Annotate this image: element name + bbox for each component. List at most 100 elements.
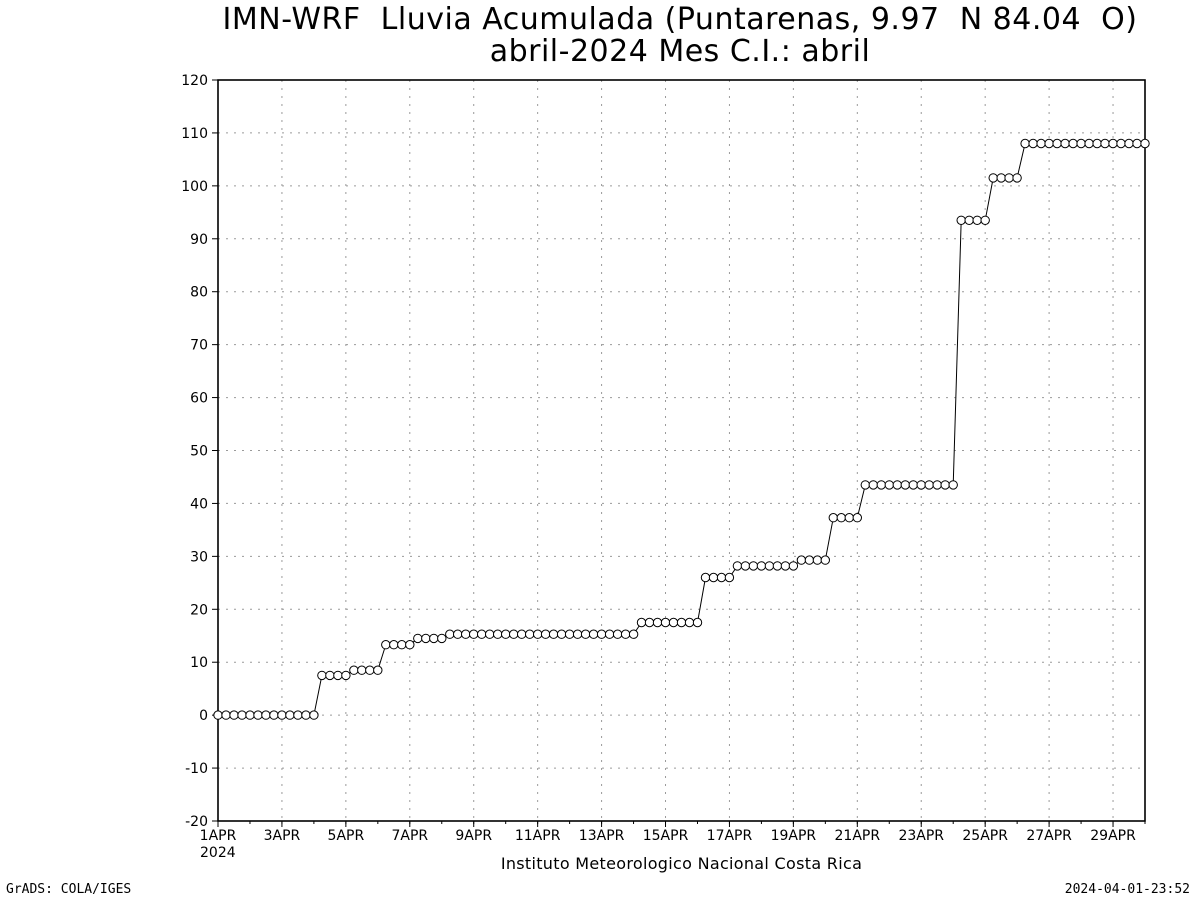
x-tick-label: 27APR (1026, 828, 1072, 844)
data-point (437, 633, 447, 644)
data-point (860, 480, 870, 490)
data-point (333, 670, 343, 681)
data-point (285, 710, 295, 720)
y-tick-label: -20 (185, 814, 208, 830)
data-point (604, 629, 615, 639)
data-point (445, 629, 455, 639)
data-point (421, 633, 431, 644)
data-point (924, 480, 934, 490)
data-point (764, 561, 775, 571)
y-tick-label: 100 (181, 179, 208, 195)
data-point (485, 629, 495, 639)
data-point (1028, 138, 1038, 149)
data-point (1004, 173, 1014, 183)
data-point (732, 561, 743, 571)
data-point (277, 710, 287, 720)
x-tick-label: 11APR (515, 828, 561, 844)
data-point (397, 640, 407, 650)
y-tick-label: 10 (190, 655, 208, 671)
plot-frame (217, 79, 1146, 822)
data-point (876, 480, 886, 490)
data-point (493, 629, 503, 639)
data-point (477, 629, 487, 639)
x-tick-label: 9APR (455, 828, 492, 844)
data-point (1132, 138, 1142, 149)
data-point (652, 617, 663, 628)
data-point (692, 617, 703, 628)
data-point (812, 555, 823, 565)
data-point (1068, 138, 1078, 149)
data-point (269, 710, 279, 720)
data-point (676, 617, 687, 628)
data-point (772, 561, 783, 571)
data-point (964, 215, 974, 226)
data-point (564, 629, 575, 639)
data-point (580, 629, 591, 639)
data-point (836, 513, 846, 523)
data-point (620, 629, 631, 639)
data-point (261, 710, 271, 720)
data-point (221, 710, 231, 720)
data-point (517, 629, 527, 639)
institution-label: Instituto Meteorologico Nacional Costa R… (500, 854, 863, 873)
data-point (509, 629, 519, 639)
y-tick-label: 40 (190, 496, 208, 512)
data-point (1092, 138, 1102, 149)
data-point (884, 480, 894, 490)
data-point (988, 173, 998, 183)
x-year-label: 2024 (200, 845, 236, 861)
data-point (828, 513, 838, 523)
data-point (309, 710, 319, 720)
chart-subtitle: abril-2024 Mes C.I.: abril (489, 34, 871, 69)
data-point (940, 480, 950, 490)
data-point (429, 633, 439, 644)
data-point (1020, 138, 1030, 149)
data-point (1036, 138, 1046, 149)
data-point (501, 629, 511, 639)
data-point (381, 640, 391, 650)
data-point (525, 629, 535, 639)
data-point (932, 480, 942, 490)
data-point (533, 629, 543, 639)
data-point (852, 513, 862, 523)
y-tick-label: 120 (181, 73, 208, 89)
data-point (956, 215, 966, 226)
data-point (341, 670, 351, 681)
timestamp-label: 2024-04-01-23:52 (1064, 882, 1190, 897)
data-point (253, 710, 263, 720)
y-tick-label: 30 (190, 549, 208, 565)
x-tick-label: 17APR (707, 828, 753, 844)
data-point (213, 710, 223, 720)
data-point (844, 513, 854, 523)
data-point (1052, 138, 1062, 149)
data-point (1044, 138, 1054, 149)
data-point (916, 480, 926, 490)
data-point (1076, 138, 1086, 149)
data-point (1060, 138, 1070, 149)
y-tick-label: 0 (199, 708, 208, 724)
data-point (796, 555, 807, 565)
x-tick-label: 15APR (643, 828, 689, 844)
data-point (908, 480, 918, 490)
data-point (868, 480, 878, 490)
data-point (1116, 138, 1126, 149)
data-point (325, 670, 335, 681)
chart-title: IMN-WRF Lluvia Acumulada (Puntarenas, 9.… (222, 2, 1138, 37)
x-tick-label: 29APR (1090, 828, 1136, 844)
data-point (548, 629, 559, 639)
x-tick-label: 19APR (771, 828, 817, 844)
data-point (900, 480, 910, 490)
y-tick-label: 90 (190, 232, 208, 248)
data-point (1140, 138, 1150, 149)
data-point (644, 617, 655, 628)
data-point (1012, 173, 1022, 183)
data-point (948, 480, 958, 490)
data-point (820, 555, 830, 565)
data-point (788, 561, 799, 571)
data-point (716, 572, 727, 583)
data-point (245, 710, 255, 720)
data-point (684, 617, 695, 628)
data-point (453, 629, 463, 639)
x-tick-label: 25APR (962, 828, 1008, 844)
